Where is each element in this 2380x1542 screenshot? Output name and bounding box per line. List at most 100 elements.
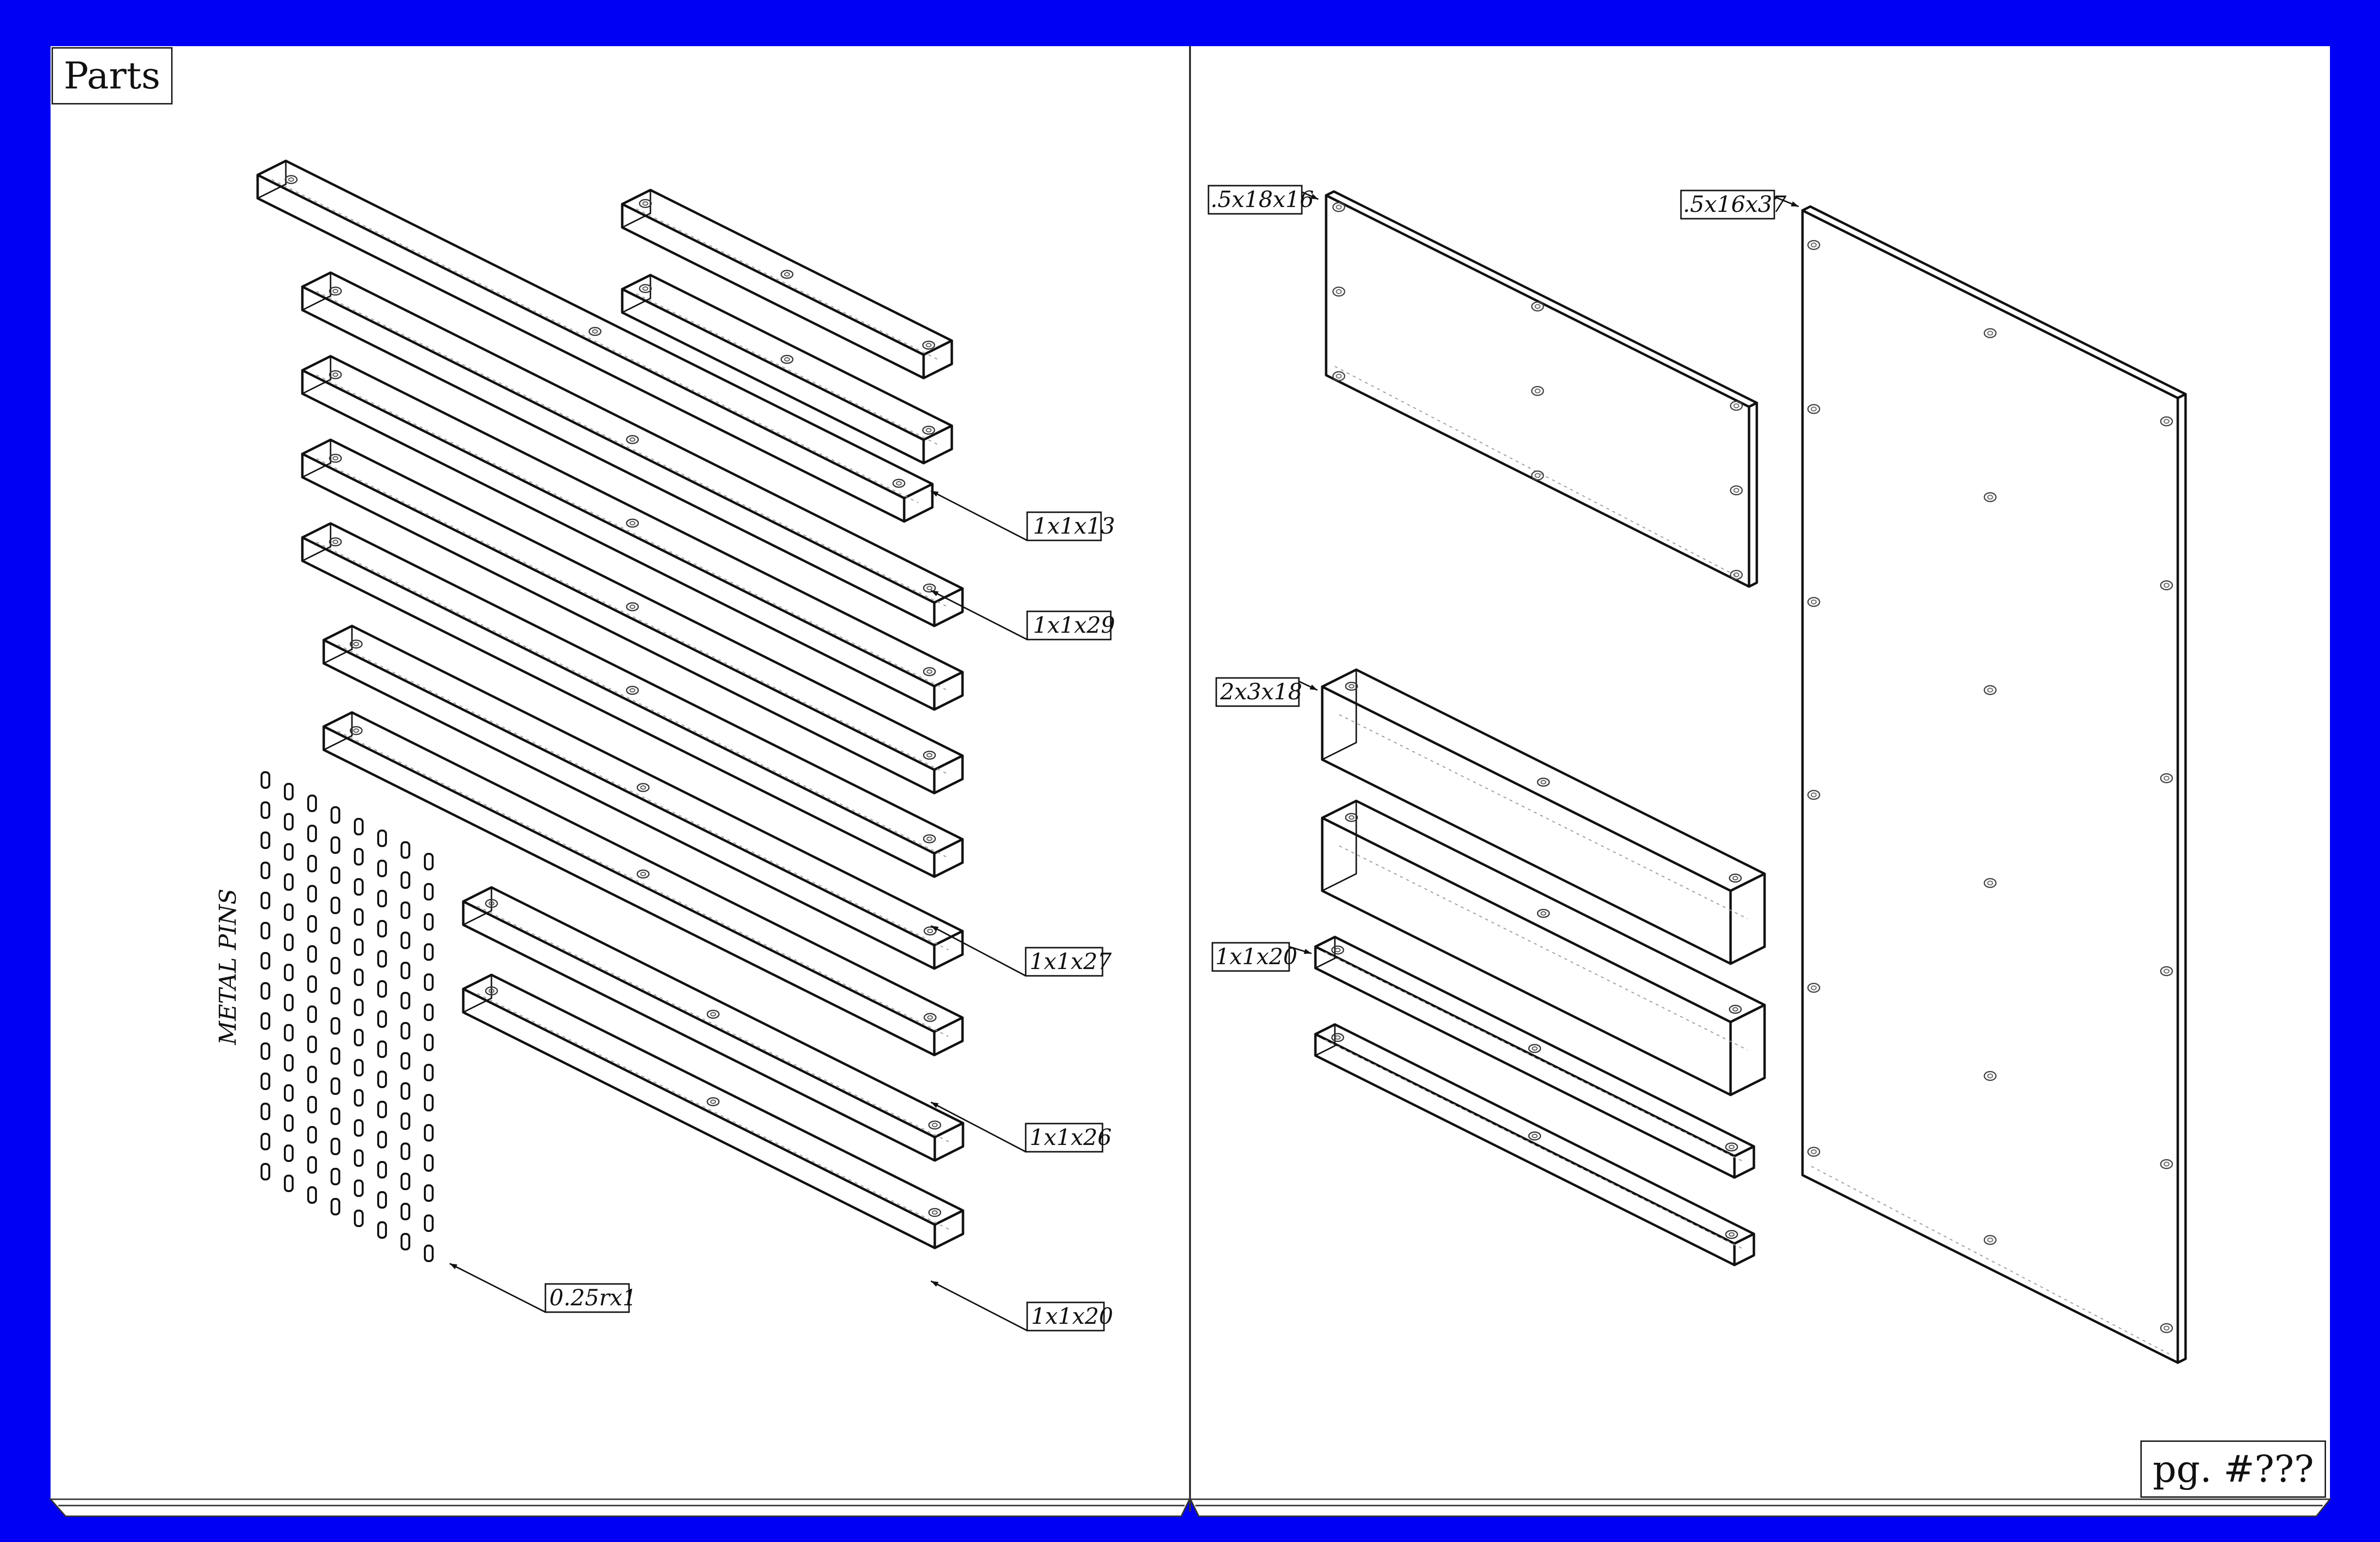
pin xyxy=(284,1024,294,1041)
pin xyxy=(331,866,340,884)
pin xyxy=(401,1203,410,1220)
panel-5x16x37 xyxy=(1801,205,2187,1364)
bar-1x1x29 xyxy=(256,159,934,523)
pin xyxy=(331,987,340,1005)
leader-1x1x13 xyxy=(930,490,1028,541)
label-pin: 0.25rx1 xyxy=(544,1283,637,1313)
page-title: Parts xyxy=(52,47,173,104)
pin xyxy=(424,913,434,931)
pin xyxy=(331,1108,340,1125)
pin xyxy=(354,848,364,866)
label-1x1x20: 1x1x20 xyxy=(1026,1301,1113,1332)
pin xyxy=(307,1036,317,1053)
pin xyxy=(307,855,317,872)
pin xyxy=(261,801,270,819)
pin xyxy=(401,1143,410,1160)
pin xyxy=(354,1029,364,1046)
pin xyxy=(307,1066,317,1083)
pin xyxy=(354,908,364,926)
pin xyxy=(284,903,294,921)
pin xyxy=(377,1161,387,1178)
leader-2x3x18 xyxy=(1298,680,1318,691)
pin xyxy=(307,945,317,963)
pin xyxy=(261,832,270,849)
bar-1x1x20-c xyxy=(1314,936,1755,1179)
pin xyxy=(261,1133,270,1150)
bar-1x1x20-a xyxy=(462,886,964,1162)
pin xyxy=(424,943,434,961)
pin xyxy=(354,818,364,835)
leader-pin xyxy=(449,1263,546,1313)
right-parts xyxy=(1314,190,2187,1364)
metal-pins-label: METAL PINS xyxy=(214,888,242,1045)
label-1x1x27: 1x1x27 xyxy=(1025,947,1112,977)
bar-1x1x27-b xyxy=(301,355,964,711)
pin xyxy=(354,969,364,986)
bar-2x3x18-a xyxy=(1321,668,1766,965)
pin xyxy=(401,992,410,1009)
pin xyxy=(354,1179,364,1197)
pin xyxy=(307,1156,317,1174)
bar-1x1x13-b xyxy=(621,274,953,465)
pin xyxy=(261,1163,270,1180)
pin xyxy=(377,890,387,907)
label-5x16x37: .5x16x37 xyxy=(1680,190,1787,220)
pin xyxy=(284,873,294,891)
pin xyxy=(354,1059,364,1076)
pin xyxy=(354,1089,364,1107)
pin xyxy=(377,830,387,847)
pin xyxy=(307,825,317,842)
pin xyxy=(354,1210,364,1227)
pin xyxy=(307,1005,317,1023)
bar-1x1x20-b xyxy=(462,973,964,1249)
pin xyxy=(401,1112,410,1130)
pin xyxy=(261,1073,270,1090)
bar-1x1x27-a xyxy=(301,271,964,627)
pin xyxy=(401,1022,410,1040)
pin xyxy=(401,871,410,889)
page-number: pg. #??? xyxy=(2140,1440,2326,1498)
pin xyxy=(377,1010,387,1028)
pin xyxy=(377,1191,387,1209)
pin xyxy=(424,1124,434,1142)
pin xyxy=(354,1119,364,1137)
label-1x1x20-right: 1x1x20 xyxy=(1211,942,1297,972)
pin xyxy=(354,1149,364,1167)
pin xyxy=(307,1126,317,1144)
leader-5x16x37 xyxy=(1774,196,1799,208)
svg-text:2x3x18: 2x3x18 xyxy=(1220,678,1302,705)
pin xyxy=(261,892,270,909)
pin xyxy=(284,934,294,951)
pin xyxy=(377,950,387,968)
svg-text:.5x18x16: .5x18x16 xyxy=(1210,186,1314,212)
pin xyxy=(261,922,270,939)
pin xyxy=(377,1221,387,1239)
pin xyxy=(284,1175,294,1192)
pin xyxy=(401,901,410,919)
pin xyxy=(424,883,434,901)
pin xyxy=(331,1077,340,1095)
svg-text:1x1x29: 1x1x29 xyxy=(1033,612,1115,638)
bar-1x1x27-c xyxy=(301,438,964,795)
pin xyxy=(424,1034,434,1051)
pin xyxy=(424,1214,434,1232)
pin xyxy=(377,1071,387,1088)
pin xyxy=(401,932,410,949)
pin xyxy=(284,964,294,981)
svg-text:.5x16x37: .5x16x37 xyxy=(1683,191,1787,217)
pin xyxy=(401,1082,410,1100)
pin xyxy=(331,1017,340,1035)
label-2x3x18: 2x3x18 xyxy=(1215,677,1302,707)
panel-5x18x16 xyxy=(1325,190,1758,588)
pin xyxy=(307,975,317,993)
bar-1x1x27-d xyxy=(301,522,964,878)
pin xyxy=(377,980,387,998)
pin xyxy=(284,994,294,1011)
pin xyxy=(261,862,270,879)
leader-1x1x27 xyxy=(930,925,1026,977)
bar-1x1x26-b xyxy=(322,711,964,1057)
bar-2x3x18-b xyxy=(1321,799,1766,1096)
bar-1x1x26-a xyxy=(322,624,964,970)
